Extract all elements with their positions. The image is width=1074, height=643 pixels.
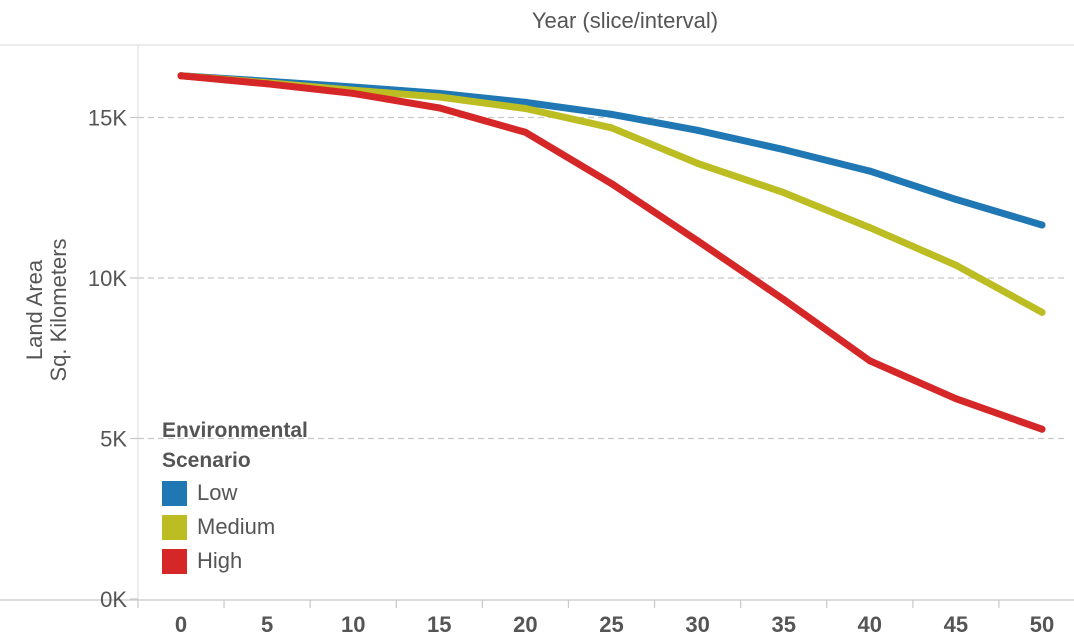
x-tick-label: 30 [685,612,709,637]
y-tick-labels: 0K 5K 10K 15K [88,106,138,612]
data-point-medium [952,261,960,269]
series-low [177,72,1046,229]
data-point-low [866,167,874,175]
x-tick-label: 0 [175,612,187,637]
x-tick-labels: 0 5 10 15 20 25 30 35 40 45 50 [137,600,1054,637]
series-line-low [177,72,1046,229]
data-point-high [694,237,702,245]
data-point-high [177,72,185,80]
data-point-high [263,80,271,88]
data-point-medium [694,159,702,167]
y-axis-title-line-1: Land Area [22,259,47,360]
data-point-high [435,104,443,112]
data-point-high [780,296,788,304]
data-point-high [521,128,529,136]
data-point-low [521,98,529,106]
data-point-low [694,126,702,134]
x-tick-label: 15 [427,612,451,637]
data-point-low [952,195,960,203]
data-point-low [608,110,615,118]
axes [0,44,1074,601]
data-point-medium [521,105,529,113]
gridlines [138,116,1066,440]
legend-item-low[interactable]: Low [162,476,362,510]
legend-label-low: Low [197,480,238,505]
data-point-medium [780,189,788,197]
data-point-medium [435,93,443,101]
y-axis-title: Land Area Sq. Kilometers [22,238,71,381]
series-lines [177,72,1046,433]
series-medium [177,72,1046,316]
legend-swatch-high [162,548,187,574]
y-axis-title-line-2: Sq. Kilometers [46,238,71,381]
data-point-high [1038,425,1046,433]
legend-label-medium: Medium [197,514,276,539]
legend: Environmental Scenario Low Medium High [162,416,362,578]
x-axis-title: Year (slice/interval) [532,8,718,33]
legend-title: Environmental Scenario [162,419,308,472]
data-point-low [780,146,788,154]
legend-label-high: High [197,548,243,573]
data-point-medium [1038,308,1046,316]
legend-item-medium[interactable]: Medium [162,510,362,544]
y-tick-label: 0K [100,587,127,612]
y-tick-label: 5K [100,427,127,452]
x-tick-label: 25 [599,612,623,637]
data-point-high [608,180,615,188]
x-tick-label: 40 [858,612,882,637]
x-tick-label: 35 [771,612,795,637]
legend-item-high[interactable]: High [162,544,362,578]
data-point-medium [866,224,874,232]
y-tick-label: 15K [88,106,127,131]
legend-swatch-medium [162,514,187,540]
x-tick-label: 45 [944,612,968,637]
data-point-high [952,395,960,403]
x-tick-label: 5 [261,612,273,637]
data-point-high [866,357,874,365]
data-point-medium [608,124,615,132]
x-tick-label: 50 [1030,612,1054,637]
legend-swatch-low [162,480,187,506]
series-high [177,72,1046,433]
data-point-high [349,89,357,97]
y-tick-label: 10K [88,266,127,291]
data-point-low [1038,221,1046,229]
x-tick-label: 10 [341,612,365,637]
x-tick-label: 20 [513,612,537,637]
